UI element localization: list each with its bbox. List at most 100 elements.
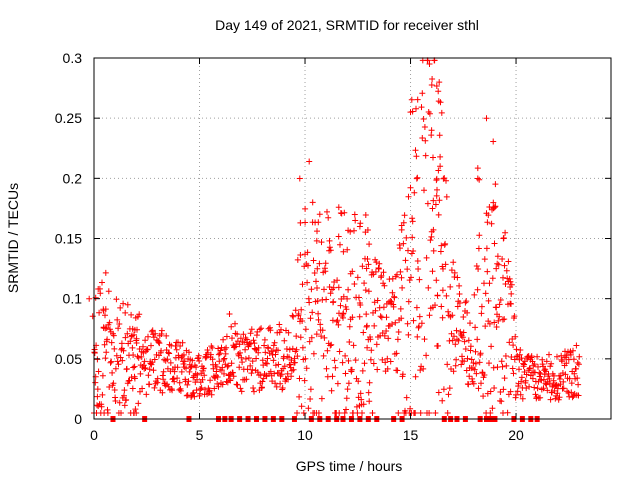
data-point [398, 315, 405, 322]
data-point [327, 290, 334, 297]
data-point [91, 346, 98, 353]
data-point [468, 356, 475, 363]
data-point [412, 410, 419, 416]
data-point [295, 311, 302, 317]
data-point [531, 384, 538, 391]
data-point [142, 337, 149, 344]
data-point [313, 278, 319, 285]
y-tick-label: 0.25 [55, 110, 82, 126]
data-point [460, 329, 467, 336]
data-point [180, 361, 187, 367]
data-point [499, 316, 506, 323]
data-point [107, 326, 113, 333]
data-point [352, 217, 359, 224]
data-point [489, 405, 496, 412]
data-point [228, 360, 235, 367]
data-point [518, 378, 525, 385]
data-point [102, 269, 109, 276]
data-point [149, 359, 156, 366]
data-point [507, 388, 514, 395]
data-point [193, 387, 200, 394]
data-point [270, 357, 277, 364]
data-point [113, 352, 120, 359]
data-point [216, 350, 223, 357]
data-point [446, 385, 453, 392]
data-point [94, 393, 101, 400]
data-point [214, 374, 221, 380]
data-point [411, 189, 418, 196]
data-point [405, 193, 412, 200]
data-point [481, 280, 487, 287]
axis-ticks: 0 5 10 15 20 0 0.05 0.1 0.15 0.2 0.25 0.3 [55, 50, 611, 443]
data-point [485, 297, 492, 304]
data-point [144, 346, 151, 353]
data-point [419, 135, 426, 141]
data-point [275, 361, 282, 368]
data-point [336, 310, 342, 317]
data-point [521, 361, 528, 368]
data-point [547, 396, 554, 403]
data-point [261, 342, 268, 349]
data-point [481, 256, 488, 263]
data-point [568, 389, 575, 396]
data-point [408, 96, 415, 103]
data-point [460, 314, 467, 320]
data-point [421, 336, 428, 343]
data-point [465, 381, 472, 388]
data-point [494, 253, 501, 260]
data-point [256, 326, 263, 333]
data-point [155, 339, 162, 346]
data-point [560, 385, 567, 392]
data-point [228, 323, 235, 330]
data-point [439, 314, 446, 321]
data-point [289, 312, 296, 319]
data-point [299, 281, 306, 288]
data-point [164, 356, 171, 363]
data-point [137, 388, 143, 395]
data-point [489, 275, 496, 282]
data-point [310, 350, 317, 357]
data-point [209, 356, 216, 363]
data-point [133, 410, 140, 416]
data-point [424, 200, 431, 207]
data-point [408, 250, 415, 257]
y-tick-label: 0 [74, 411, 82, 427]
data-point [380, 269, 387, 276]
data-point [428, 82, 435, 88]
data-point [92, 379, 99, 386]
data-point [259, 384, 265, 391]
data-point [370, 360, 377, 367]
data-point [432, 302, 438, 309]
data-point [413, 153, 420, 160]
data-point [433, 83, 440, 89]
data-point [292, 307, 299, 314]
data-point [458, 361, 465, 368]
data-point [426, 110, 433, 117]
data-point [491, 385, 498, 391]
data-point [297, 219, 304, 226]
data-point [443, 292, 450, 299]
data-point [503, 362, 510, 369]
data-point [505, 278, 512, 285]
data-point [187, 364, 194, 371]
data-point [261, 336, 268, 343]
data-point [554, 353, 560, 360]
data-point [443, 193, 450, 200]
data-point [392, 319, 399, 326]
data-point [511, 313, 518, 320]
data-point [121, 387, 128, 394]
data-point [346, 339, 353, 345]
data-point [442, 261, 449, 268]
data-point [117, 304, 124, 311]
data-point [463, 367, 470, 374]
data-point [450, 259, 457, 266]
data-point [382, 359, 389, 366]
data-point [359, 367, 366, 374]
data-point [339, 359, 346, 366]
data-point [478, 310, 485, 317]
data-point [432, 201, 439, 208]
data-point [435, 98, 442, 105]
data-point [293, 346, 300, 353]
data-point [176, 379, 183, 386]
data-point [426, 61, 433, 67]
